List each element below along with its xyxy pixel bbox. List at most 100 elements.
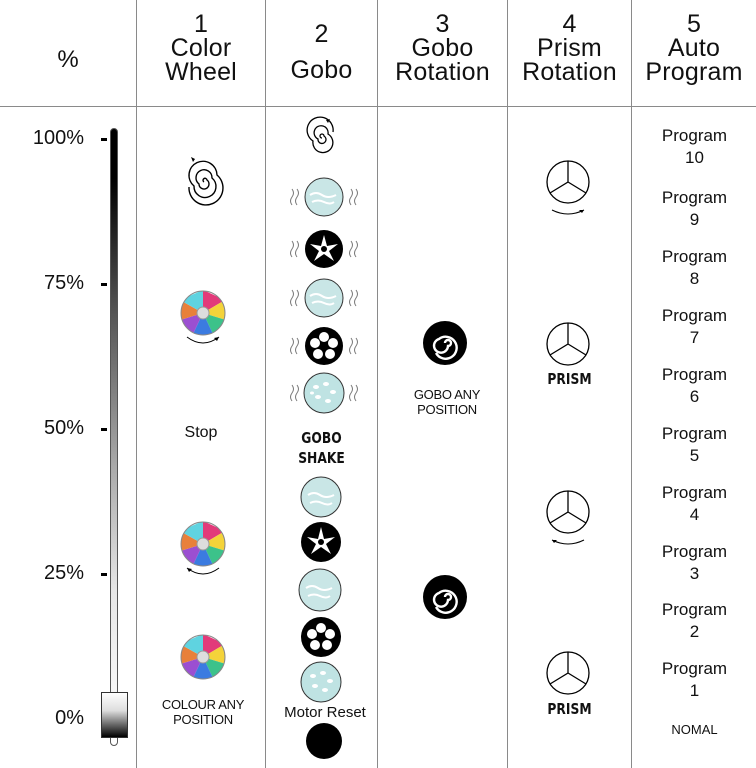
stop-label: Stop <box>184 424 218 441</box>
program-item: Program 1 <box>637 658 752 702</box>
column-title-line2: Wheel <box>165 58 237 86</box>
program-item: Program 2 <box>637 599 752 643</box>
scale-label-75: 75% <box>43 272 84 294</box>
gobo-rotation-swirl-icon <box>423 321 467 365</box>
gobo-blossom-shake-icon <box>290 327 358 365</box>
program-item: Program 7 <box>637 305 752 349</box>
program-number: 5 <box>689 446 700 465</box>
counterclockwise-arrow-icon <box>186 567 220 575</box>
gobo-water-icon <box>298 568 342 612</box>
column-header-gobo: 2 Gobo <box>266 20 377 84</box>
prism-rotate-icon <box>546 160 590 215</box>
column-title-line2: Rotation <box>522 58 617 86</box>
program-word: Program <box>661 306 728 325</box>
colour-any-position-label: COLOUR ANY POSITION <box>161 697 245 727</box>
program-number: 1 <box>689 681 700 700</box>
column-number: 2 <box>314 20 329 48</box>
column-title-line2: Rotation <box>395 58 490 86</box>
program-number: 10 <box>685 148 704 167</box>
fader-handle <box>101 692 128 738</box>
column-divider <box>377 0 378 768</box>
spiral-rotation-icon <box>306 116 334 154</box>
column-title-line1: Auto <box>667 34 721 62</box>
program-word: Program <box>661 542 728 561</box>
program-item: Program 3 <box>637 541 752 585</box>
scale-tick <box>101 138 107 141</box>
program-word: Program <box>661 659 728 678</box>
program-number: 6 <box>689 387 700 406</box>
column-number: 3 <box>435 10 450 38</box>
program-number: 4 <box>689 505 700 524</box>
scale-label-50: 50% <box>43 417 84 439</box>
gobo-shake-label: GOBO SHAKE <box>298 429 345 467</box>
column-header-gobo-rotation: 3 Gobo Rotation <box>378 10 507 86</box>
color-wheel-disc-icon <box>180 521 226 567</box>
program-item: Program 8 <box>637 246 752 290</box>
gobo-water-shake-icon <box>290 278 358 318</box>
program-item: Program 4 <box>637 482 752 526</box>
program-word: Program <box>661 600 728 619</box>
scale-tick <box>101 428 107 431</box>
program-item: Program 5 <box>637 423 752 467</box>
program-number: 7 <box>689 328 700 347</box>
column-number: 1 <box>193 10 209 38</box>
program-word: Program <box>661 247 728 266</box>
gobo-star-flower-icon <box>301 522 341 562</box>
prism-rotate-reverse-icon <box>546 490 590 545</box>
prism-label: PRISM <box>547 700 592 718</box>
program-item: Program 9 <box>637 187 752 231</box>
gobo-open-black-icon <box>306 723 342 759</box>
scale-label-100: 100% <box>32 127 84 149</box>
column-divider <box>507 0 508 768</box>
column-divider <box>265 0 266 768</box>
gobo-any-position-label: GOBO ANY POSITION <box>413 387 481 417</box>
program-number: 8 <box>689 269 700 288</box>
column-number: 5 <box>686 10 702 38</box>
program-number: 9 <box>689 210 700 229</box>
clockwise-arrow-icon <box>186 336 220 344</box>
column-number: 4 <box>562 10 577 38</box>
program-word: Program <box>661 483 728 502</box>
gobo-blossom-icon <box>301 617 341 657</box>
gobo-star-flower-shake-icon <box>290 230 358 268</box>
normal-label: NOMAL <box>671 722 718 737</box>
program-number: 3 <box>689 564 700 583</box>
column-title-line2: Program <box>645 58 743 86</box>
color-wheel-disc-icon <box>180 290 226 336</box>
scale-label-25: 25% <box>43 562 84 584</box>
column-title-line1: Color <box>170 34 232 62</box>
header-divider <box>0 106 756 107</box>
column-header-prism-rotation: 4 Prism Rotation <box>508 10 631 86</box>
program-item: Program 6 <box>637 364 752 408</box>
dmx-gradient-bar <box>110 128 118 746</box>
column-title-line1: Gobo <box>411 34 474 62</box>
column-divider <box>136 0 137 768</box>
percent-header: % <box>57 46 79 73</box>
program-word: Program <box>661 188 728 207</box>
gobo-water-shake-icon <box>290 177 358 217</box>
program-item: Program 10 <box>637 125 752 169</box>
program-word: Program <box>661 126 728 145</box>
motor-reset-label: Motor Reset <box>284 704 366 721</box>
gobo-bubbles-shake-icon <box>290 372 358 414</box>
program-word: Program <box>661 365 728 384</box>
program-number: 2 <box>689 622 700 641</box>
column-title-line2: Gobo <box>290 56 353 84</box>
scale-tick <box>101 573 107 576</box>
program-word: Program <box>661 424 728 443</box>
prism-icon <box>546 322 590 366</box>
column-title-line1: Prism <box>537 34 602 62</box>
column-header-auto-program: 5 Auto Program <box>632 10 756 86</box>
prism-label: PRISM <box>547 370 592 388</box>
spiral-rotation-icon <box>188 157 224 206</box>
scale-tick <box>101 283 107 286</box>
prism-icon <box>546 651 590 695</box>
gobo-rotation-swirl-icon <box>423 575 467 619</box>
scale-label-0: 0% <box>55 707 84 729</box>
gobo-bubbles-icon <box>300 661 342 703</box>
column-header-color-wheel: 1 Color Wheel <box>137 10 265 86</box>
color-wheel-disc-icon <box>180 634 226 680</box>
column-divider <box>631 0 632 768</box>
gobo-water-icon <box>300 476 342 518</box>
